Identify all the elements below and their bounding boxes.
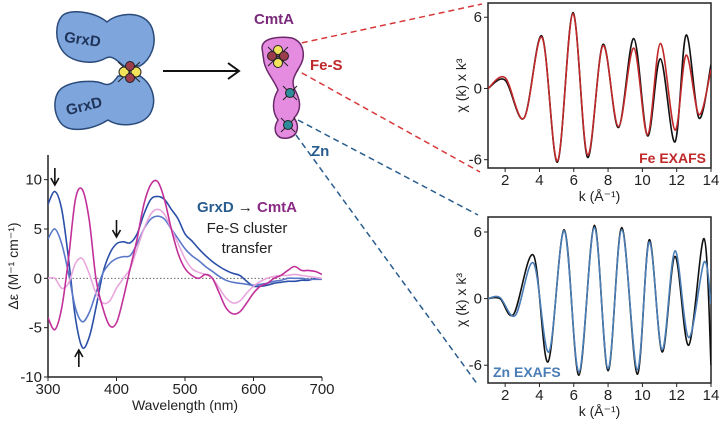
annotation-line2: Fe-S cluster [207, 220, 288, 237]
y-tick-label: -6 [469, 152, 482, 169]
x-tick-label: 14 [703, 172, 720, 189]
y-tick-label: 0 [474, 291, 482, 308]
y-axis-label: χ (k) x k³ [453, 273, 469, 327]
series-line-2 [48, 208, 322, 305]
y-tick-label: 0 [34, 270, 42, 287]
series-line-3 [48, 179, 322, 331]
series-line-data [488, 11, 711, 163]
annotation-part: CmtA [257, 199, 297, 216]
transfer-arrow-icon [163, 62, 241, 80]
y-tick-label: 6 [474, 224, 482, 241]
x-tick-label: 10 [634, 387, 651, 404]
y-tick-label: 5 [34, 221, 42, 238]
cmta-protein: CmtA Fe-S Zn [254, 11, 343, 160]
x-axis-label: k (Å⁻¹) [579, 188, 621, 204]
grxd-top-label: GrxD [63, 29, 102, 51]
annotation-part: → [234, 199, 257, 216]
arrow-down-icon [111, 220, 122, 239]
x-tick-label: 12 [668, 172, 685, 189]
fe-connector-top [291, 3, 483, 46]
x-tick-label: 14 [703, 387, 720, 404]
x-tick-label: 2 [501, 387, 509, 404]
x-tick-label: 10 [634, 172, 651, 189]
grxd-bottom-shape [54, 75, 155, 131]
x-tick-label: 300 [35, 381, 60, 398]
y-axis-label: Δε (M⁻¹ cm⁻¹) [5, 222, 21, 309]
x-tick-label: 500 [172, 381, 197, 398]
y-tick-label: -10 [20, 369, 42, 386]
y-tick-label: -6 [469, 357, 482, 374]
zn-site-icon [280, 117, 296, 133]
x-tick-label: 6 [570, 172, 578, 189]
y-tick-label: 6 [474, 9, 482, 26]
x-tick-label: 4 [535, 387, 543, 404]
zn-site-icon [282, 85, 298, 101]
series-line-fit [488, 226, 711, 373]
x-tick-label: 400 [104, 381, 129, 398]
zn-connector-bottom [295, 134, 479, 386]
arrow-down-icon [50, 168, 60, 187]
cmta-label: CmtA [254, 11, 294, 28]
y-axis-label: χ (k) x k³ [453, 58, 469, 112]
arrow-up-icon [74, 348, 84, 367]
connector-lines [291, 3, 483, 386]
plot-frame [487, 2, 712, 169]
annotation-part: GrxD [197, 199, 234, 216]
y-tick-label: 10 [25, 172, 42, 189]
series-line-0 [48, 190, 322, 349]
x-tick-label: 8 [604, 172, 612, 189]
fe-s-cluster-icon [267, 45, 289, 68]
x-tick-label: 8 [604, 387, 612, 404]
grxd-dimer: GrxD GrxD [54, 10, 155, 131]
annotation-title: GrxD → CmtA [197, 199, 297, 216]
x-tick-label: 700 [309, 381, 334, 398]
x-tick-label: 600 [241, 381, 266, 398]
y-tick-label: 0 [474, 80, 482, 97]
fe-s-cluster-icon [117, 61, 142, 83]
annotation-line3: transfer [222, 240, 273, 257]
x-tick-label: 6 [570, 387, 578, 404]
x-tick-label: 12 [668, 387, 685, 404]
x-tick-label: 2 [501, 172, 509, 189]
x-tick-label: 4 [535, 172, 543, 189]
series-line-fit [488, 12, 711, 162]
fe-exafs-label: Fe EXAFS [639, 150, 706, 166]
y-tick-label: -5 [29, 320, 42, 337]
fe-connector-bottom [292, 67, 481, 173]
x-axis-label: k (Å⁻¹) [579, 403, 621, 419]
zn-connector-top [297, 119, 479, 216]
x-axis-label: Wavelength (nm) [132, 397, 238, 413]
zn-exafs-label: Zn EXAFS [493, 364, 561, 380]
cd-spectrum-chart: 300 400 500 600 700 -10 -5 0 5 10 Wavelength (nm) Δ… [5, 155, 335, 413]
fe-s-label: Fe-S [310, 57, 343, 74]
series-line-1 [48, 215, 322, 323]
zn-label: Zn [311, 143, 329, 160]
